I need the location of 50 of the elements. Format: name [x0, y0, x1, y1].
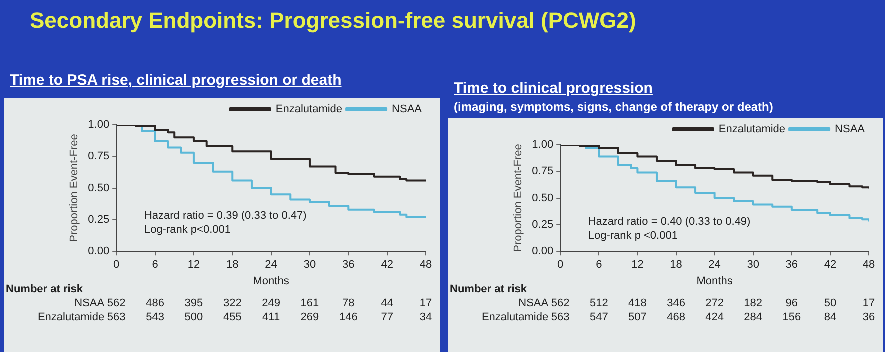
text: Enzalutamide 563 543 500 455 411 269 146 77 34: [38, 312, 432, 324]
x-tick-label: 24: [265, 259, 278, 272]
x-tick-label: 42: [381, 259, 394, 272]
x-tick-label: 42: [824, 259, 837, 272]
chart-title: Time to clinical progression: [454, 80, 653, 97]
text: NSAA 562 512 418 346 272 182 96 50 17: [518, 298, 876, 310]
x-tick-label: 0: [558, 259, 564, 272]
x-tick-label: 18: [670, 259, 682, 272]
x-tick-label: 0: [114, 259, 120, 272]
legend-label: NSAA: [835, 124, 866, 136]
y-axis-title: Proportion Event-Free: [68, 134, 81, 242]
x-tick-label: 12: [632, 259, 644, 272]
y-tick-label: 0.50: [88, 182, 110, 194]
text: NSAA 562 486 395 322 249 161 78 44 17: [74, 298, 432, 310]
annotation: Hazard ratio = 0.40 (0.33 to 0.49): [588, 216, 751, 228]
x-tick-label: 18: [226, 259, 239, 272]
y-tick-label: 1.00: [532, 139, 554, 152]
x-tick-label: 24: [708, 259, 721, 272]
annotation: Log-rank p <0.001: [588, 230, 678, 242]
x-tick-label: 48: [862, 259, 876, 272]
text: Number at risk: [6, 284, 84, 296]
y-tick-label: 0.00: [88, 246, 110, 258]
y-tick-label: 0.75: [88, 150, 110, 163]
legend-label: Enzalutamide: [718, 124, 786, 136]
annotation: Hazard ratio = 0.39 (0.33 to 0.47): [144, 210, 307, 222]
y-tick-label: 0.25: [88, 214, 110, 226]
y-tick-label: 0.25: [532, 218, 554, 231]
y-tick-label: 1.00: [88, 119, 110, 132]
annotation: Log-rank p<0.001: [144, 224, 231, 236]
legend-label: Enzalutamide: [276, 104, 343, 116]
x-tick-label: 6: [152, 259, 158, 272]
y-tick-label: 0.75: [532, 166, 554, 178]
chart-subtitle: Time to PSA rise, clinical progression or death: [10, 72, 342, 89]
x-axis-title: Months: [696, 275, 734, 288]
x-tick-label: 30: [304, 259, 316, 272]
chart-subtitle: (imaging, symptoms, signs, change of therapy or death): [454, 100, 774, 114]
x-tick-label: 6: [596, 259, 602, 272]
y-tick-label: 0.00: [532, 246, 554, 258]
y-axis-title: Proportion Event-Free: [512, 144, 525, 252]
legend-label: NSAA: [392, 104, 423, 116]
x-tick-label: 48: [420, 259, 432, 272]
x-tick-label: 36: [786, 259, 798, 272]
x-tick-label: 12: [188, 259, 200, 272]
x-tick-label: 36: [342, 259, 355, 272]
text: Number at risk: [450, 284, 528, 296]
x-tick-label: 30: [747, 259, 760, 272]
y-tick-label: 0.50: [532, 192, 554, 204]
chart-title: Secondary Endpoints: Progression-free survival (PCWG2): [30, 8, 638, 34]
x-axis-title: Months: [253, 275, 290, 288]
text: Enzalutamide 563 547 507 468 424 284 156 84 36: [482, 312, 876, 324]
